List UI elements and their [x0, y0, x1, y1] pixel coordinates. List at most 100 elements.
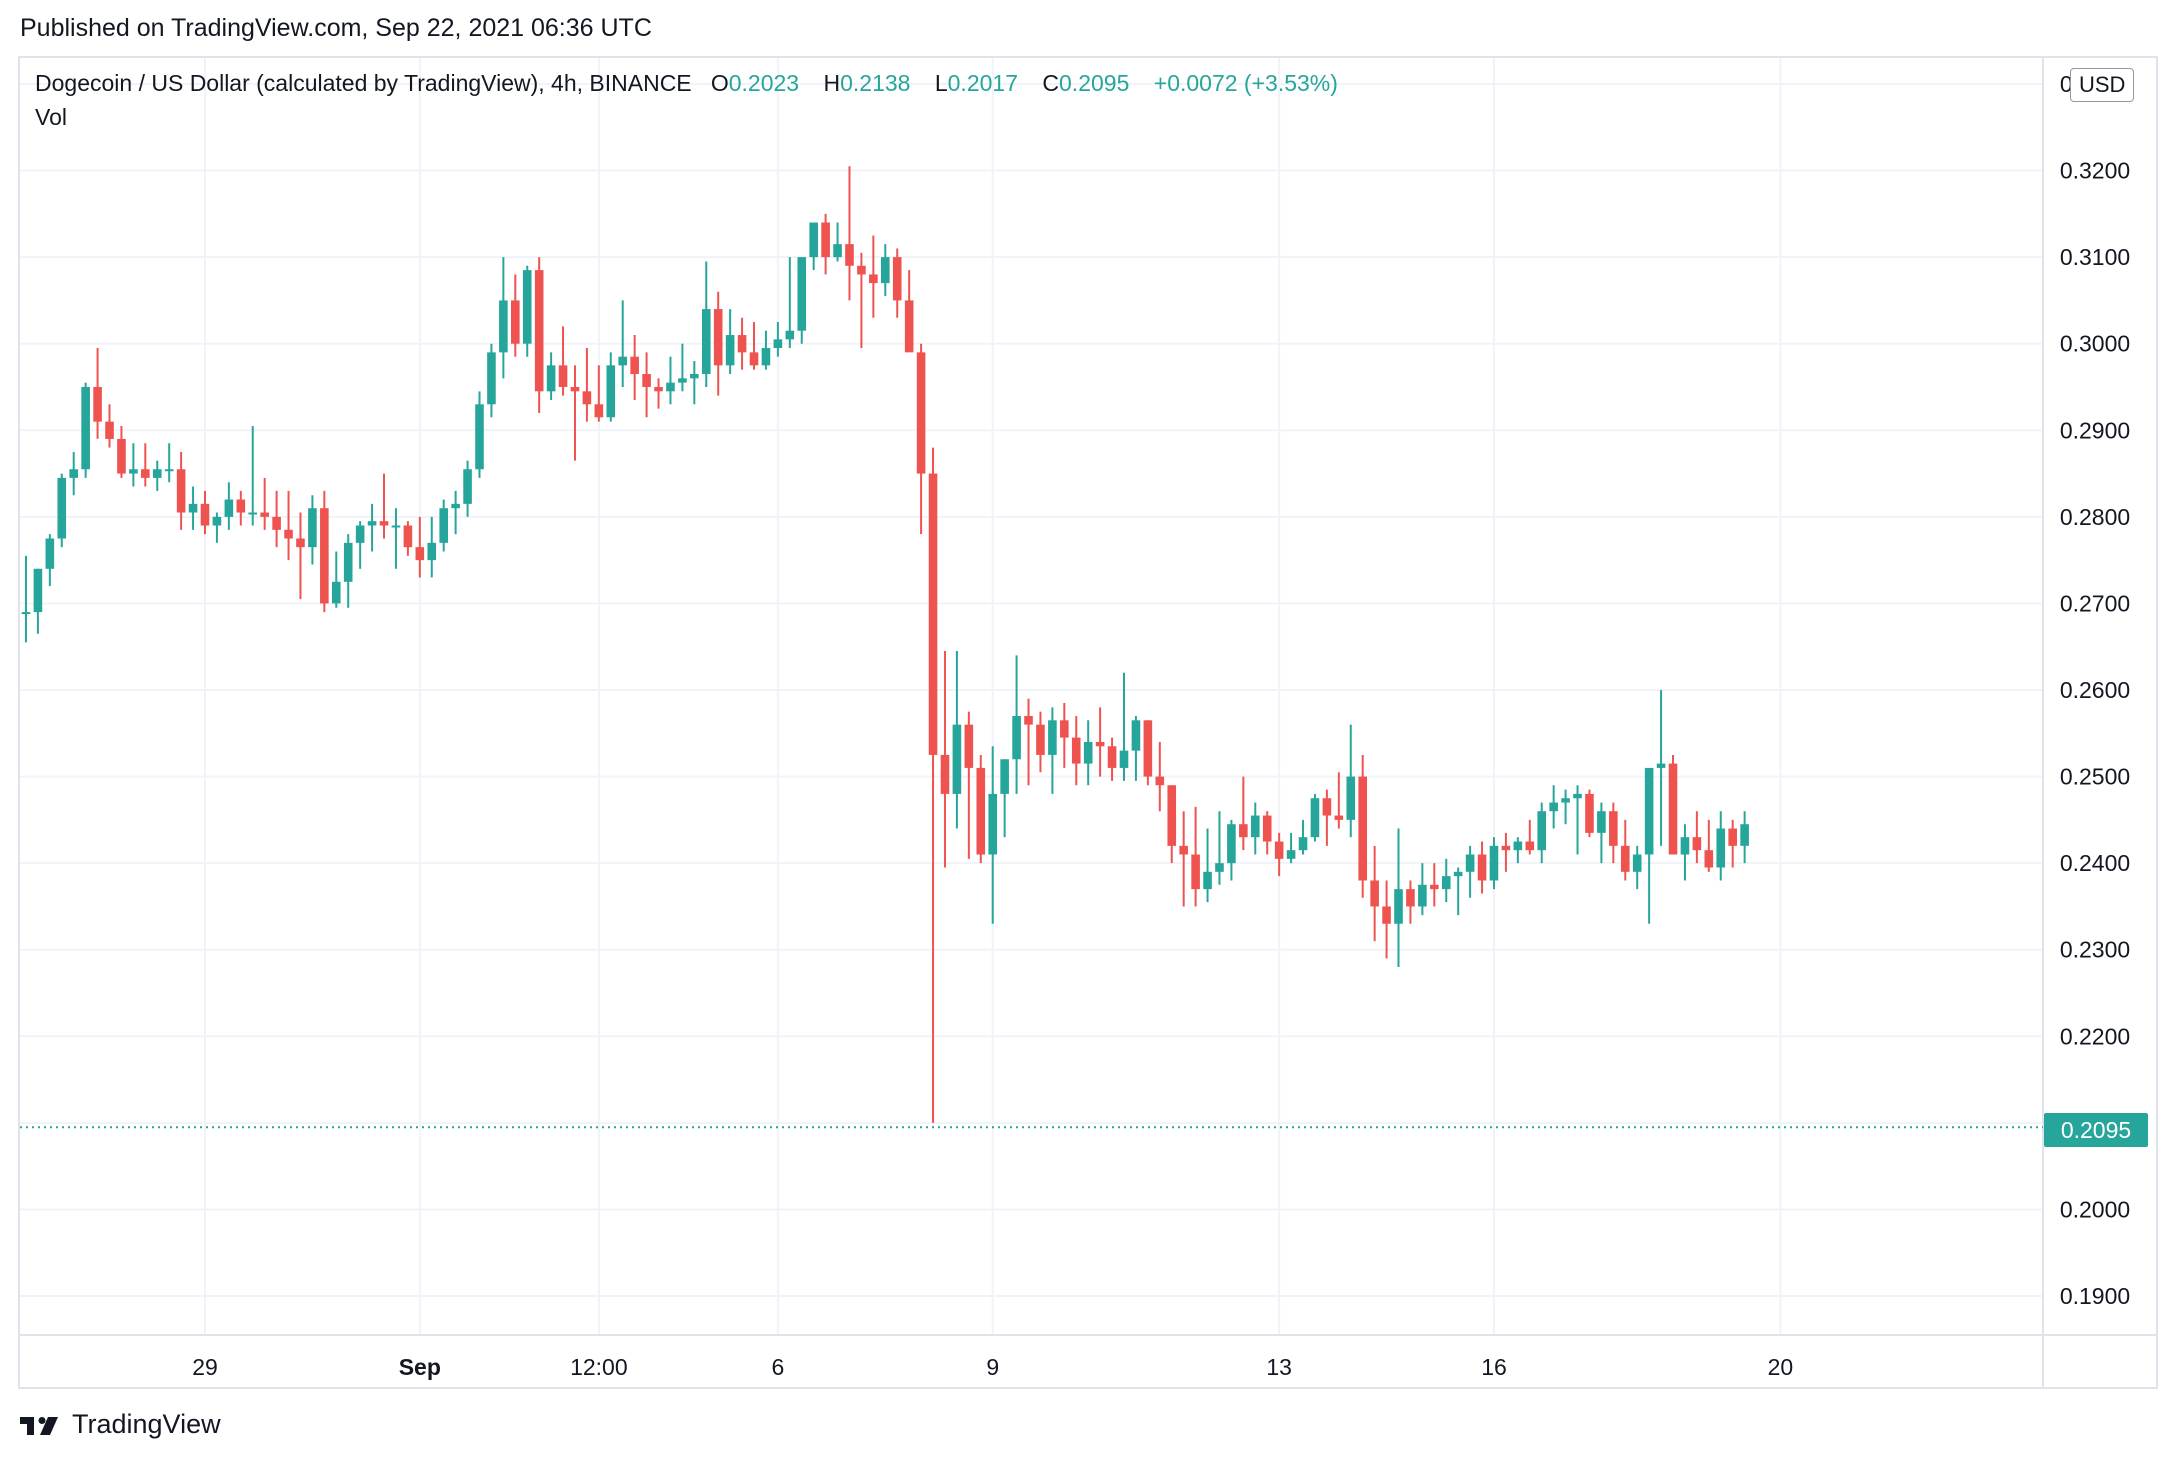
candle-body [320, 508, 329, 604]
close-value: 0.2095 [1059, 70, 1130, 96]
candle [546, 352, 556, 400]
candle-body [1274, 841, 1284, 859]
candle [904, 270, 914, 353]
candle-body [1191, 854, 1200, 890]
time-tick-label: Sep [399, 1354, 441, 1380]
candle-body [1573, 793, 1582, 799]
time-tick-label: 29 [192, 1354, 218, 1380]
candle [21, 555, 31, 643]
brand-name: TradingView [72, 1409, 221, 1439]
candle [654, 378, 663, 409]
candle-body [1609, 811, 1618, 846]
candle-body [355, 525, 365, 543]
candle [594, 365, 604, 422]
candle-body [1740, 824, 1749, 846]
candle [248, 425, 258, 526]
candle [272, 490, 281, 548]
candle-body [1549, 802, 1558, 812]
candle [1107, 737, 1117, 781]
candle [427, 516, 437, 578]
candle [475, 391, 484, 478]
candle-body [1250, 815, 1260, 838]
candle-body [188, 503, 198, 513]
candle [1024, 698, 1033, 786]
candle [45, 534, 55, 587]
high-value: 0.2138 [840, 70, 911, 96]
candle [725, 309, 735, 375]
candle-body [952, 724, 962, 794]
price-tick-label: 0.3100 [2060, 244, 2130, 270]
candle [33, 568, 43, 634]
candle [1310, 793, 1320, 842]
candle [1740, 811, 1749, 864]
currency-button[interactable]: USD [2070, 68, 2135, 102]
candle-body [296, 538, 305, 548]
candle [1274, 832, 1284, 877]
candle-body [1501, 845, 1511, 851]
candle [224, 482, 234, 530]
candle-body [1024, 715, 1033, 725]
candle [1167, 785, 1177, 864]
candle [1227, 819, 1236, 881]
time-tick-label: 9 [986, 1354, 999, 1380]
candle-body [534, 270, 544, 392]
candle-body [1346, 776, 1356, 820]
candle [367, 503, 377, 552]
price-tick-label: 0.3200 [2060, 158, 2130, 184]
candle-body [1107, 746, 1117, 768]
footer-brand[interactable]: TradingView [20, 1409, 221, 1440]
candle-body [1704, 850, 1714, 868]
axis-lines [20, 58, 2156, 1388]
candle [105, 404, 114, 448]
candle [415, 516, 425, 578]
candle-body [1513, 841, 1523, 851]
candle-body [1453, 871, 1463, 877]
candle-body [451, 503, 460, 509]
candle [1239, 776, 1248, 851]
candle-body [1131, 720, 1141, 751]
candle-body [331, 581, 341, 604]
candle [1179, 811, 1188, 907]
candle-body [248, 512, 258, 515]
candle [343, 534, 353, 608]
candle [773, 322, 783, 357]
close-key: C [1042, 70, 1060, 96]
candle-body [1382, 906, 1391, 924]
candle [1477, 841, 1487, 894]
candle-body [809, 222, 818, 258]
candle [69, 451, 79, 496]
candle-body [224, 499, 234, 517]
candle-body [1418, 884, 1427, 907]
price-tick-label: 0.2000 [2060, 1196, 2130, 1222]
candle [1489, 837, 1499, 890]
candle-body [1585, 793, 1594, 833]
candle [1286, 832, 1296, 864]
candle [1358, 754, 1367, 898]
candle [1537, 802, 1547, 864]
low-value: 0.2017 [947, 70, 1018, 96]
candle-body [678, 378, 687, 383]
candle-body [785, 330, 795, 340]
open-value: 0.2023 [728, 70, 800, 96]
candle-body [1203, 871, 1212, 890]
candle-body [761, 348, 771, 366]
candle-body [1656, 763, 1666, 768]
candle-body [869, 274, 878, 284]
candle-body [499, 300, 508, 353]
price-tick-label: 0.2800 [2060, 504, 2130, 530]
chart-frame[interactable] [18, 56, 2158, 1389]
price-tick-label: 0.2900 [2060, 417, 2130, 443]
candle [1131, 715, 1141, 781]
candle [570, 365, 580, 461]
candle-body [1119, 750, 1129, 768]
candle [1513, 837, 1523, 864]
candle-body [343, 542, 353, 582]
candle [1143, 720, 1153, 786]
candle-body [1167, 785, 1177, 846]
candle [129, 443, 138, 487]
candle [606, 352, 616, 422]
candle [141, 443, 150, 487]
candle-body [1525, 841, 1535, 851]
candle-body [964, 724, 974, 768]
